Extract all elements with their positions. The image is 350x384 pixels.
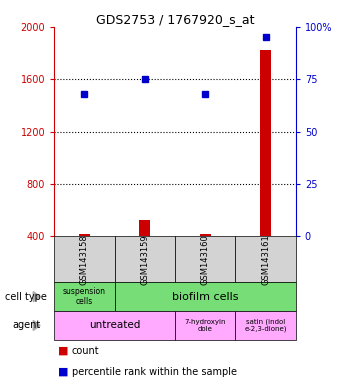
Polygon shape — [33, 292, 40, 302]
Text: untreated: untreated — [89, 320, 140, 331]
Text: GDS2753 / 1767920_s_at: GDS2753 / 1767920_s_at — [96, 13, 254, 26]
Text: count: count — [72, 346, 99, 356]
Text: ■: ■ — [58, 346, 68, 356]
Text: 7-hydroxyin
dole: 7-hydroxyin dole — [184, 319, 226, 332]
Text: percentile rank within the sample: percentile rank within the sample — [72, 367, 237, 377]
Bar — [200, 234, 211, 236]
Polygon shape — [33, 320, 40, 330]
Bar — [139, 220, 150, 236]
Text: suspension
cells: suspension cells — [63, 287, 106, 306]
Text: GSM143159: GSM143159 — [140, 234, 149, 285]
Text: satin (indol
e-2,3-dione): satin (indol e-2,3-dione) — [244, 318, 287, 333]
Text: cell type: cell type — [5, 291, 47, 302]
Bar — [79, 233, 90, 236]
Text: GSM143160: GSM143160 — [201, 234, 210, 285]
Text: agent: agent — [12, 320, 40, 331]
Text: biofilm cells: biofilm cells — [172, 291, 238, 302]
Text: GSM143158: GSM143158 — [80, 234, 89, 285]
Bar — [260, 50, 271, 236]
Text: GSM143161: GSM143161 — [261, 234, 270, 285]
Text: ■: ■ — [58, 367, 68, 377]
